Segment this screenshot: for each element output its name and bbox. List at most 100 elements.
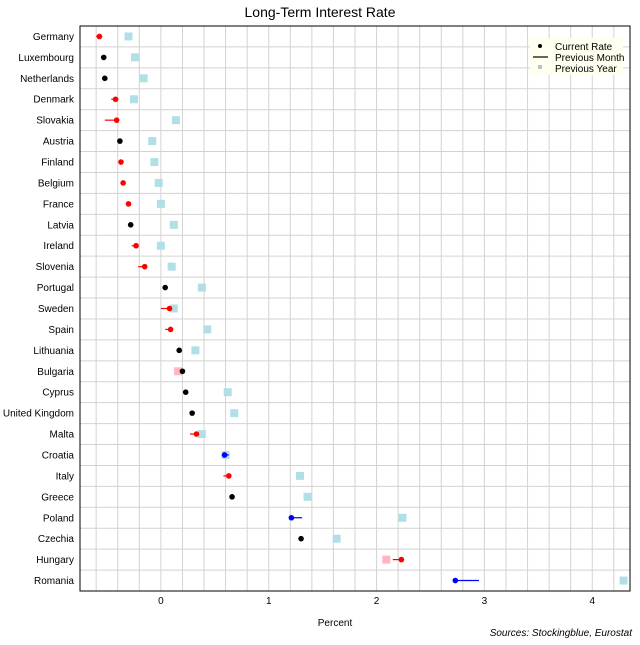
legend-year-marker: [538, 65, 542, 69]
previous-year-markers: [124, 32, 628, 585]
country-label: Bulgaria: [37, 367, 74, 378]
current-rate-point: [298, 535, 304, 542]
previous-year-marker: [139, 74, 148, 83]
legend: Current Rate Previous Month Previous Yea…: [530, 38, 624, 75]
legend-month-label: Previous Month: [555, 53, 624, 64]
current-rate-point: [102, 75, 108, 82]
country-label: Cyprus: [42, 388, 74, 399]
previous-year-marker: [619, 576, 628, 585]
country-label: Germany: [33, 32, 74, 43]
country-label: Croatia: [42, 450, 75, 461]
country-label: Malta: [50, 430, 75, 441]
current-rate-point: [133, 242, 139, 249]
country-label: Ireland: [43, 241, 74, 252]
previous-year-marker: [156, 199, 165, 208]
country-label: Netherlands: [20, 74, 74, 85]
country-label: Portugal: [37, 283, 74, 294]
country-label: Finland: [41, 158, 74, 169]
previous-year-marker: [129, 95, 138, 104]
previous-year-marker: [197, 430, 206, 439]
previous-year-marker: [148, 137, 157, 146]
previous-year-marker: [382, 555, 391, 564]
previous-year-marker: [150, 158, 159, 167]
current-rate-point: [127, 221, 134, 228]
current-rate-point: [182, 389, 189, 396]
x-tick-label: 1: [266, 596, 272, 607]
legend-year-label: Previous Year: [555, 64, 617, 75]
current-rate-point: [112, 96, 119, 103]
country-label: Greece: [41, 492, 74, 503]
country-label: Slovenia: [36, 262, 75, 273]
country-labels: Germany Luxembourg Netherlands Denmark Slova…: [3, 32, 75, 587]
previous-year-marker: [203, 325, 212, 334]
country-label: Hungary: [36, 555, 74, 566]
country-label: Denmark: [33, 95, 75, 106]
current-rate-point: [118, 159, 124, 165]
country-label: Latvia: [47, 220, 74, 231]
x-tick-label: 0: [158, 596, 164, 607]
previous-year-marker: [332, 534, 341, 543]
current-rate-point: [398, 556, 405, 563]
country-label: Slovakia: [36, 116, 74, 127]
previous-year-marker: [171, 116, 180, 125]
current-rate-point: [221, 452, 228, 458]
current-rate-point: [141, 263, 148, 270]
x-axis-label: Percent: [318, 618, 353, 629]
x-tick-label: 2: [374, 596, 380, 607]
previous-year-marker: [230, 409, 239, 418]
current-rate-point: [226, 473, 232, 479]
chart-title: Long-Term Interest Rate: [245, 4, 396, 20]
x-tick-labels: 0 1 2 3 4: [158, 596, 595, 607]
country-label: Sweden: [38, 304, 74, 315]
current-rate-point: [176, 347, 183, 354]
previous-year-marker: [174, 367, 183, 376]
current-rate-point: [125, 201, 132, 207]
country-label: Czechia: [38, 534, 75, 545]
current-rate-point: [189, 410, 195, 416]
x-tick-label: 3: [482, 596, 488, 607]
current-rate-point: [179, 368, 186, 375]
previous-year-marker: [131, 53, 139, 62]
current-rate-point: [100, 54, 107, 61]
legend-current-label: Current Rate: [555, 42, 613, 53]
country-label: Austria: [43, 137, 75, 148]
current-rate-point: [117, 138, 123, 144]
previous-year-marker: [169, 220, 178, 229]
source-caption: Sources: Stockingblue, Eurostat: [490, 628, 634, 639]
country-label: Italy: [56, 471, 74, 482]
legend-current-marker: [538, 44, 542, 48]
country-label: Luxembourg: [18, 53, 74, 64]
previous-year-marker: [223, 388, 232, 397]
current-rate-point: [166, 305, 173, 312]
previous-year-marker: [169, 304, 178, 313]
current-rate-point: [452, 577, 459, 584]
current-rate-point: [113, 117, 120, 123]
grid: [80, 25, 630, 592]
previous-year-marker: [191, 346, 200, 355]
previous-year-marker: [296, 471, 304, 480]
country-label: France: [43, 199, 75, 210]
current-rate-point: [288, 514, 295, 521]
current-rate-points: [96, 33, 459, 584]
country-label: United Kingdom: [3, 409, 74, 420]
x-tick-label: 4: [589, 596, 595, 607]
country-label: Poland: [43, 513, 74, 524]
plot-frame: [79, 25, 631, 592]
country-label: Lithuania: [33, 346, 74, 357]
country-label: Spain: [48, 325, 74, 336]
previous-year-marker: [303, 492, 312, 501]
previous-year-marker: [124, 32, 133, 41]
previous-year-marker: [398, 513, 407, 522]
current-rate-point: [120, 180, 126, 186]
country-label: Romania: [34, 576, 74, 587]
current-rate-point: [162, 284, 168, 291]
current-rate-point: [193, 431, 200, 437]
previous-year-marker: [156, 241, 165, 250]
previous-year-marker: [197, 283, 206, 292]
country-label: Belgium: [38, 178, 74, 189]
current-rate-point: [167, 326, 174, 333]
current-rate-point: [96, 33, 103, 40]
